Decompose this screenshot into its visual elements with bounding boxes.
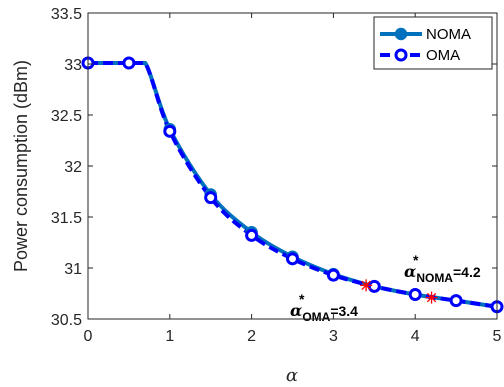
annotation-layer: αNOMA=4.2*αOMA=3.4*	[290, 252, 481, 324]
legend-marker-oma	[394, 48, 408, 62]
annotation-oma: αOMA=3.4*	[290, 279, 373, 324]
legend-label-noma: NOMA	[426, 26, 471, 43]
x-tick-label: 1	[165, 328, 174, 345]
series-point-oma	[367, 279, 381, 293]
x-tick-label: 5	[493, 328, 502, 345]
annotation-subscript: OMA	[302, 310, 330, 324]
x-tick-label: 4	[411, 328, 420, 345]
y-tick-label: 33.5	[51, 6, 82, 23]
y-axis-label: Power consumption (dBm)	[11, 60, 31, 272]
annotation-value: =3.4	[330, 303, 358, 319]
legend-marker-noma	[394, 27, 408, 41]
series-point-oma	[408, 288, 422, 302]
x-tick-label: 0	[84, 328, 93, 345]
series-point-oma	[122, 56, 136, 70]
y-tick-label: 30.5	[51, 312, 82, 329]
x-tick-label: 3	[329, 328, 338, 345]
annotation-superscript: *	[299, 291, 305, 307]
annotation-superscript: *	[413, 252, 419, 268]
y-tick-label: 32.5	[51, 108, 82, 125]
legend-item-oma: OMA	[380, 47, 460, 64]
annotation-noma: αNOMA=4.2*	[404, 252, 481, 304]
series-point-oma	[204, 191, 218, 205]
x-axis-label: α	[286, 365, 298, 386]
annotation-subscript: NOMA	[416, 271, 453, 285]
legend-box	[373, 16, 493, 70]
series-point-oma	[449, 294, 463, 308]
annotation-value: =4.2	[453, 264, 481, 280]
annotation-label: αOMA=3.4	[290, 301, 358, 324]
annotation-label: αNOMA=4.2	[404, 262, 481, 285]
series-point-oma	[163, 124, 177, 138]
series-point-oma	[245, 228, 259, 242]
legend-item-noma: NOMA	[380, 26, 471, 43]
annotation-greek: α	[404, 262, 416, 281]
tick-layer: 0 1 2 3 4 5 30.5 31 31.5 32 32.5 33 33.5	[51, 6, 502, 345]
legend: NOMA OMA	[373, 16, 493, 70]
series-point-oma	[326, 268, 340, 282]
legend-label-oma: OMA	[426, 47, 460, 64]
y-tick-label: 31.5	[51, 210, 82, 227]
y-tick-label: 31	[64, 261, 82, 278]
y-tick-label: 33	[64, 57, 82, 74]
annotation-greek: α	[290, 301, 302, 320]
optimum-star-stroke	[426, 292, 437, 303]
optimum-star-stroke	[361, 280, 371, 290]
y-tick-label: 32	[64, 159, 82, 176]
series-point-oma	[286, 252, 299, 266]
x-tick-label: 2	[247, 328, 256, 345]
